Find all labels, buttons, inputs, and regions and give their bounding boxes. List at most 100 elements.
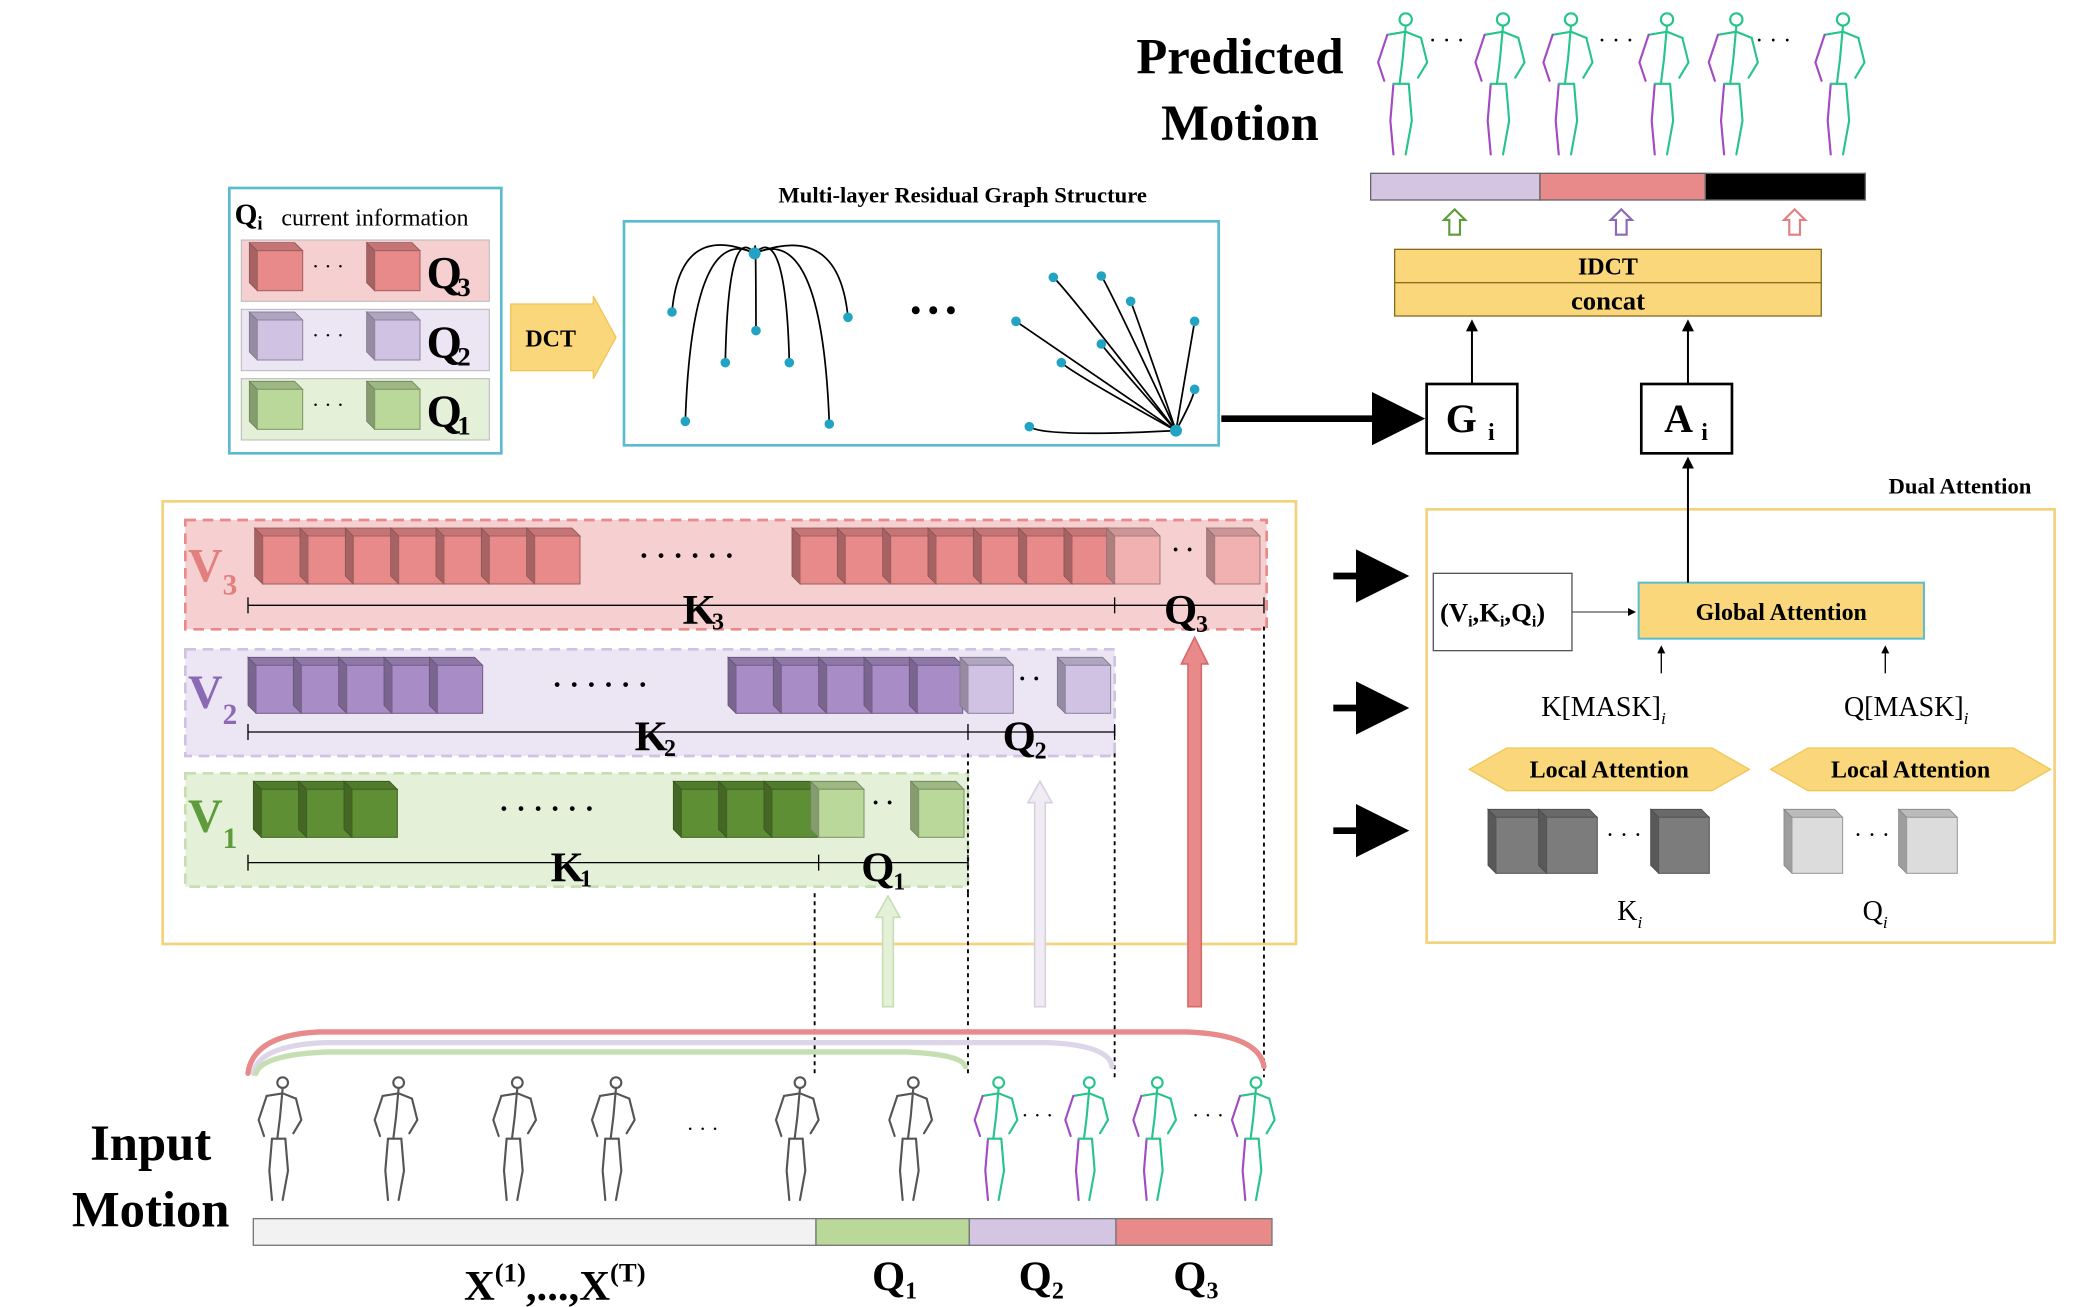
q-i-cube — [1897, 808, 1959, 875]
q-i-cube — [1782, 808, 1844, 875]
skeleton-spine — [1495, 24, 1505, 85]
input-skeleton-q2 — [973, 1076, 1019, 1202]
skeleton-leg-right — [1735, 82, 1744, 156]
graph-edge — [1060, 362, 1177, 432]
skeleton-head — [609, 1076, 623, 1090]
input-bar-q3 — [1115, 1217, 1273, 1246]
q2-feed-arrow — [1026, 779, 1054, 1008]
input-bar-q1 — [815, 1217, 970, 1246]
cube-side — [672, 780, 682, 839]
skeleton-shoulders — [782, 1092, 815, 1100]
skeleton-arm-right — [922, 1097, 934, 1135]
skeleton-arm-left — [1707, 33, 1720, 82]
skeleton-shoulders — [1072, 1092, 1104, 1100]
skeleton-leg-right — [798, 1137, 807, 1202]
skeleton-leg-right — [614, 1137, 623, 1202]
a-box-sub: i — [1701, 420, 1708, 446]
graph-edge — [724, 246, 756, 363]
skeleton-arm-right — [292, 1097, 303, 1135]
global-attention-box — [1637, 581, 1925, 640]
skeleton-head — [793, 1076, 807, 1090]
graph-node — [680, 416, 691, 427]
predicted-skeletons — [1376, 12, 1866, 156]
cube-top — [1056, 656, 1112, 666]
v-sub: 3 — [223, 570, 238, 602]
cube-front — [918, 788, 965, 838]
graph-node — [751, 325, 761, 336]
v-label: V — [188, 539, 223, 592]
skeleton-spine — [906, 1086, 915, 1140]
q-i-label: Qi — [1863, 896, 1888, 932]
cube-side — [343, 780, 353, 839]
skeleton-leg-left — [1389, 82, 1395, 156]
skeleton-leg-left — [1486, 82, 1492, 156]
input-motion-title-line1: Input — [90, 1115, 211, 1171]
v-row-2: · · · · · · · ·V 2 K2 Q2 — [183, 647, 1116, 765]
input-range-arcs — [245, 1029, 1267, 1076]
qi-row-label: Q — [427, 387, 462, 437]
cube-front — [818, 788, 865, 838]
qi-row-dots: · · · — [312, 393, 344, 417]
cube-side — [1538, 808, 1548, 875]
skeleton-leg-right — [997, 1137, 1006, 1202]
cube-front — [256, 388, 304, 430]
dct-label: DCT — [525, 327, 576, 353]
cube-side — [763, 780, 773, 839]
q-i-cubes-dots: · · · — [1854, 823, 1890, 849]
v-rows: · · · · · · · ·V 3K3 Q3· · · · · · · ·V 2 K2 Q2… — [183, 518, 1268, 895]
skeleton-head — [1495, 12, 1511, 27]
graph-node — [784, 357, 795, 368]
qi-row-cube-left — [248, 311, 304, 361]
cube-front — [374, 250, 421, 292]
skeleton-arm-right — [1678, 36, 1690, 79]
qi-row-dots: · · · — [312, 254, 344, 278]
graph-edge — [1028, 425, 1177, 435]
predicted-ellipsis-2: · · · — [1598, 28, 1634, 54]
input-skeleton-gray — [888, 1076, 934, 1202]
skeleton-arm-right — [1265, 1097, 1276, 1135]
skeleton-leg-right — [1501, 82, 1511, 156]
skeleton-arm-right — [1416, 36, 1429, 79]
cube-side — [1650, 808, 1660, 875]
skeleton-leg-left — [1650, 82, 1656, 156]
skeleton-leg-left — [898, 1137, 904, 1202]
concat-label: concat — [1571, 285, 1645, 315]
up-arrow-purple — [1608, 207, 1635, 236]
skeleton-spine — [1398, 24, 1407, 85]
skeleton-arm-left — [1132, 1094, 1143, 1138]
cube-top — [525, 527, 581, 537]
cube-top — [365, 311, 421, 321]
k-label: K — [551, 844, 584, 891]
cube-front — [351, 788, 398, 838]
k-cube-left — [428, 656, 484, 715]
cube-front — [916, 664, 964, 714]
cube-front — [374, 388, 421, 430]
q-label: Q — [1164, 587, 1197, 634]
skeleton-shoulders — [1140, 1092, 1172, 1100]
skeleton-spine — [1659, 24, 1669, 85]
skeleton-spine — [1835, 24, 1845, 85]
cube-side — [344, 527, 354, 585]
graph-node — [1048, 272, 1059, 283]
global-attention-label: Global Attention — [1696, 600, 1867, 626]
graph-node — [1024, 421, 1035, 432]
skeleton-spine — [1249, 1086, 1258, 1140]
skeleton-shoulders — [1238, 1092, 1271, 1100]
cube-side — [927, 527, 937, 585]
input-bar-q2 — [968, 1217, 1117, 1246]
cube-side — [299, 527, 309, 585]
skeleton-leg-left — [1719, 82, 1726, 156]
input-skeleton-q3 — [1132, 1076, 1178, 1202]
skeleton-leg-left — [601, 1137, 607, 1202]
cube-top — [248, 311, 304, 321]
cube-top — [1486, 808, 1548, 818]
cube-side — [1206, 527, 1216, 585]
input-skeletons — [257, 1076, 1276, 1202]
qi-row-dots: · · · — [312, 324, 344, 348]
k-i-cube — [1649, 808, 1711, 875]
skeleton-arm-right — [1166, 1097, 1178, 1135]
k-ellipsis: · · · · · · — [639, 540, 734, 572]
cube-top — [809, 780, 865, 790]
k-i-cubes-dots: · · · — [1606, 823, 1642, 849]
